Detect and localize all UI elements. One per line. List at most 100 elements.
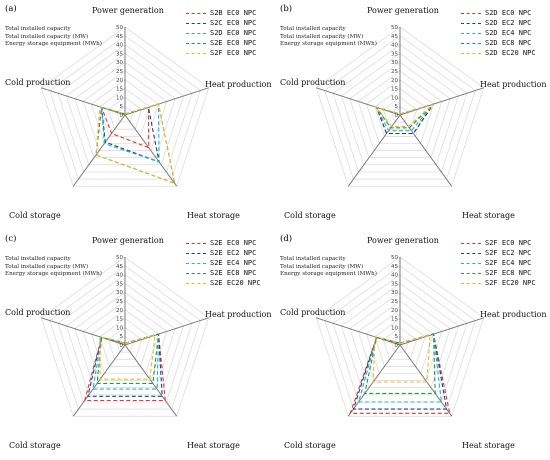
legend-item: S2D EC2 NPC	[461, 18, 536, 28]
grid-ring	[357, 300, 443, 381]
legend-swatch	[186, 52, 206, 54]
panel-label: (d)	[280, 234, 293, 244]
legend-label: S2E EC20 NPC	[210, 279, 261, 287]
grid-ring	[74, 291, 176, 388]
legend-item: S2D EC20 NPC	[461, 48, 536, 58]
note-line: Total installed capacity (MW)	[280, 33, 364, 40]
legend-swatch	[186, 272, 206, 274]
legend: S2D EC0 NPC S2D EC2 NPC S2D EC4 NPC S2D EC8…	[461, 8, 536, 58]
grid-ring	[382, 97, 418, 130]
axis-label-power-generation: Power generation	[92, 6, 164, 15]
tick-label: 0	[395, 343, 399, 349]
axis-spoke	[41, 317, 126, 346]
grid-ring	[366, 79, 434, 144]
legend-label: S2F EC2 NPC	[485, 249, 532, 257]
grid-ring	[82, 70, 168, 151]
axis-label-power-generation: Power generation	[367, 6, 439, 15]
legend-item: S2F EC0 NPC	[461, 238, 536, 248]
tick-label: 50	[116, 255, 123, 261]
legend: S2F EC0 NPC S2F EC2 NPC S2F EC4 NPC S2F EC8…	[461, 238, 536, 288]
tick-label: 30	[116, 60, 123, 66]
tick-label: 35	[391, 51, 398, 57]
grid-ring	[349, 61, 451, 158]
legend-swatch	[186, 22, 206, 24]
grid-ring	[99, 318, 151, 367]
legend-item: S2F EC20 NPC	[461, 278, 536, 288]
grid-ring	[374, 318, 426, 367]
tick-label: 5	[120, 334, 124, 340]
tick-label: 45	[391, 34, 398, 40]
tick-label: 40	[116, 273, 123, 279]
legend-item: S2E EC20 NPC	[186, 278, 261, 288]
grid-ring	[341, 283, 459, 396]
axis-label-heat-production: Heat production	[205, 80, 272, 89]
axis-label-cold-storage: Cold storage	[284, 211, 336, 220]
radar-chart: 0 5 10 15 20 25 30 35 40 45 50	[315, 255, 485, 417]
note-line: Total installed capacity (MW)	[5, 33, 89, 40]
radar-panel-c: 0 5 10 15 20 25 30 35 40 45 50 (c) Power generation H…	[0, 230, 275, 460]
axis-label-heat-storage: Heat storage	[462, 211, 515, 220]
axis-label-heat-production: Heat production	[205, 310, 272, 319]
legend-item: S2C EC0 NPC	[186, 18, 256, 28]
panel-label: (b)	[280, 4, 293, 14]
legend-label: S2B EC0 NPC	[210, 9, 257, 17]
radar-chart: 0 5 10 15 20 25 30 35 40 45 50	[40, 25, 210, 187]
legend-item: S2E EC2 NPC	[186, 248, 261, 258]
axis-label-cold-storage: Cold storage	[9, 441, 61, 450]
tick-label: 35	[391, 281, 398, 287]
grid-ring	[91, 79, 159, 144]
axis-label-power-generation: Power generation	[367, 236, 439, 245]
tick-label: 5	[395, 104, 399, 110]
tick-label: 30	[391, 60, 398, 66]
note-line: Energy storage equipment (MWh)	[280, 271, 377, 278]
series-line	[372, 334, 431, 383]
legend-label: S2F EC0 NPC	[210, 49, 257, 57]
legend-item: S2F EC4 NPC	[461, 258, 536, 268]
legend-label: S2D EC20 NPC	[485, 49, 536, 57]
grid-ring	[91, 309, 159, 374]
grid-ring	[49, 35, 201, 180]
grid-ring	[82, 300, 168, 381]
legend-swatch	[461, 282, 481, 284]
grid-ring	[107, 327, 143, 360]
tick-label: 10	[391, 95, 398, 101]
tick-label: 40	[391, 273, 398, 279]
axis-spoke	[72, 114, 126, 187]
legend: S2B EC0 NPC S2C EC0 NPC S2D EC0 NPC S2E EC0…	[186, 8, 256, 58]
legend-swatch	[461, 242, 481, 244]
legend-label: S2E EC0 NPC	[210, 39, 257, 47]
tick-label: 15	[116, 317, 123, 323]
tick-label: 0	[120, 113, 124, 119]
note-line: Energy storage equipment (MWh)	[5, 271, 102, 278]
axis-label-heat-storage: Heat storage	[187, 211, 240, 220]
legend-label: S2C EC0 NPC	[210, 19, 257, 27]
legend-item: S2F EC8 NPC	[461, 268, 536, 278]
legend-label: S2F EC20 NPC	[485, 279, 536, 287]
tick-label: 10	[391, 325, 398, 331]
series-line	[96, 333, 160, 384]
tick-label: 20	[391, 308, 398, 314]
legend-item: S2F EC0 NPC	[186, 48, 256, 58]
legend-swatch	[461, 252, 481, 254]
axis-label-cold-production: Cold production	[5, 78, 71, 87]
axis-label-heat-production: Heat production	[480, 80, 547, 89]
series-line	[373, 103, 434, 127]
tick-label: 30	[116, 290, 123, 296]
tick-label: 20	[116, 78, 123, 84]
axis-label-cold-production: Cold production	[280, 308, 346, 317]
grid-ring	[107, 97, 143, 130]
tick-label: 30	[391, 290, 398, 296]
tick-label: 40	[391, 43, 398, 49]
legend-swatch	[461, 12, 481, 14]
grid-ring	[391, 105, 409, 123]
legend-item: S2D EC0 NPC	[461, 8, 536, 18]
capacity-notes: Total installed capacity Total installed …	[5, 26, 102, 49]
legend-swatch	[186, 242, 206, 244]
axis-spoke	[347, 344, 401, 417]
panel-label: (a)	[5, 4, 17, 14]
capacity-notes: Total installed capacity Total installed …	[5, 256, 102, 279]
tick-label: 20	[391, 78, 398, 84]
axis-spoke	[399, 87, 484, 116]
grid-ring	[374, 88, 426, 137]
legend-label: S2F EC4 NPC	[485, 259, 532, 267]
